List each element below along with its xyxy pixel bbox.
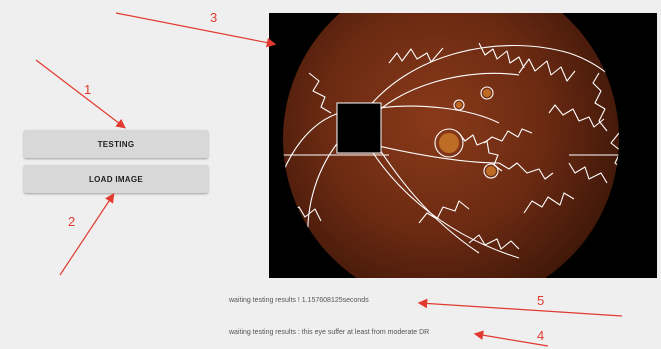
load-image-button[interactable]: LOAD IMAGE — [24, 165, 208, 193]
testing-time-status: waiting testing results ! 1.157608125sec… — [229, 297, 369, 304]
testing-result-status: waiting testing results : this eye suffe… — [229, 329, 430, 336]
annotation-arrow-5 — [417, 298, 623, 317]
annotation-label-3: 3 — [210, 10, 218, 25]
annotation-label-5: 5 — [537, 293, 545, 308]
retina-fundus-image — [269, 13, 657, 278]
annotation-arrow-3 — [115, 12, 277, 48]
optic-disc-mask — [336, 102, 382, 154]
annotation-label-2: 2 — [68, 214, 76, 229]
retina-image-view — [269, 13, 657, 278]
annotation-arrow-2 — [59, 192, 115, 276]
annotation-label-4: 4 — [537, 328, 545, 343]
annotation-label-1: 1 — [84, 82, 92, 97]
annotation-arrow-1 — [35, 59, 126, 129]
testing-button[interactable]: TESTING — [24, 130, 208, 158]
